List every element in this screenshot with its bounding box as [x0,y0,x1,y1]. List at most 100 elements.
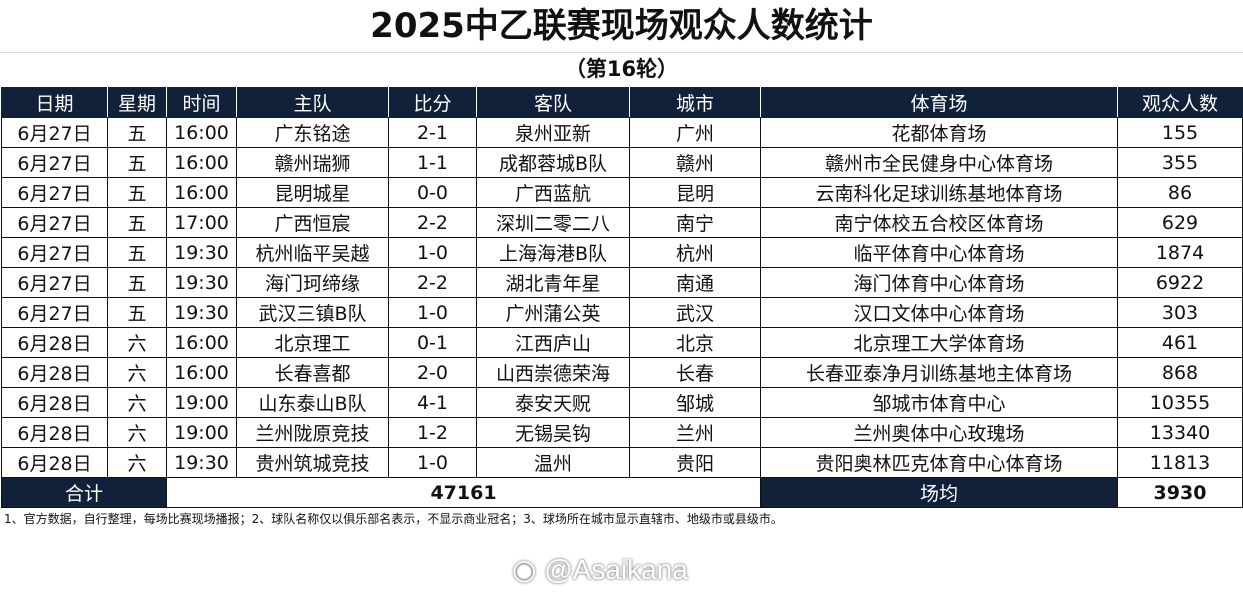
cell-time: 16:00 [166,147,237,178]
header-date: 日期 [1,87,108,118]
cell-home-team: 广东铭途 [236,117,389,148]
cell-attendance: 868 [1117,357,1243,388]
cell-city: 南通 [629,267,761,298]
cell-stadium: 邹城市体育中心 [760,387,1118,418]
watermark: ◉ @Asaikana [512,553,688,586]
cell-weekday: 六 [107,327,167,358]
table-row: 6月27日五 19:30 杭州临平吴越 1-0 上海海港B队 杭州 临平体育中心体育场 187… [1,237,1243,268]
cell-date: 6月28日 [1,387,108,418]
header-away-team: 客队 [476,87,630,118]
cell-attendance: 86 [1117,177,1243,208]
cell-city: 赣州 [629,147,761,178]
page-title: 2025中乙联赛现场观众人数统计 [0,0,1243,53]
cell-attendance: 13340 [1117,417,1243,448]
cell-weekday: 六 [107,417,167,448]
cell-away-team: 上海海港B队 [476,237,630,268]
cell-score: 1-0 [388,297,477,328]
cell-time: 19:00 [166,417,237,448]
cell-home-team: 广西恒宸 [236,207,389,238]
cell-attendance: 1874 [1117,237,1243,268]
cell-city: 兰州 [629,417,761,448]
cell-score: 4-1 [388,387,477,418]
cell-away-team: 泉州亚新 [476,117,630,148]
cell-attendance: 11813 [1117,447,1243,478]
cell-attendance: 303 [1117,297,1243,328]
average-value: 3930 [1117,477,1243,508]
cell-city: 北京 [629,327,761,358]
watermark-text: @Asaikana [544,554,688,585]
cell-city: 邹城 [629,387,761,418]
cell-date: 6月28日 [1,447,108,478]
cell-time: 19:00 [166,387,237,418]
header-attendance: 观众人数 [1117,87,1243,118]
cell-away-team: 湖北青年星 [476,267,630,298]
page-subtitle: （第16轮） [564,57,679,81]
cell-date: 6月28日 [1,357,108,388]
cell-date: 6月27日 [1,297,108,328]
cell-weekday: 六 [107,387,167,418]
cell-stadium: 兰州奥体中心玫瑰场 [760,417,1118,448]
total-label: 合计 [1,477,167,508]
weibo-icon: ◉ [512,554,545,585]
cell-weekday: 五 [107,297,167,328]
cell-score: 2-0 [388,357,477,388]
cell-attendance: 461 [1117,327,1243,358]
cell-date: 6月27日 [1,207,108,238]
table-row: 6月28日六 19:00 兰州陇原竞技 1-2 无锡吴钩 兰州 兰州奥体中心玫瑰场 13340 [1,417,1243,448]
cell-away-team: 广西蓝航 [476,177,630,208]
cell-home-team: 兰州陇原竞技 [236,417,389,448]
cell-stadium: 汉口文体中心体育场 [760,297,1118,328]
cell-city: 昆明 [629,177,761,208]
cell-score: 0-0 [388,177,477,208]
cell-home-team: 昆明城星 [236,177,389,208]
cell-stadium: 临平体育中心体育场 [760,237,1118,268]
header-row: 日期 星期 时间 主队 比分 客队 城市 体育场 观众人数 [1,87,1243,118]
cell-away-team: 温州 [476,447,630,478]
cell-score: 1-1 [388,147,477,178]
cell-weekday: 五 [107,147,167,178]
cell-score: 2-2 [388,267,477,298]
table-row: 6月27日五 17:00 广西恒宸 2-2 深圳二零二八 南宁 南宁体校五合校区体育场 629 [1,207,1243,238]
cell-date: 6月27日 [1,237,108,268]
table-row: 6月28日六 19:30 贵州筑城竞技 1-0 温州 贵阳 贵阳奥林匹克体育中心体育场 118… [1,447,1243,478]
header-stadium: 体育场 [760,87,1118,118]
cell-attendance: 10355 [1117,387,1243,418]
footnote: 1、官方数据，自行整理，每场比赛现场播报；2、球队名称仅以俱乐部名表示，不显示商… [4,512,783,526]
table-row: 6月27日五 16:00 赣州瑞狮 1-1 成都蓉城B队 赣州 赣州市全民健身中心体育场 35… [1,147,1243,178]
header-city: 城市 [629,87,761,118]
cell-weekday: 六 [107,357,167,388]
table-row: 6月27日五 16:00 昆明城星 0-0 广西蓝航 昆明 云南科化足球训练基地体育场 86 [1,177,1243,208]
cell-date: 6月27日 [1,177,108,208]
cell-city: 杭州 [629,237,761,268]
cell-attendance: 6922 [1117,267,1243,298]
cell-time: 16:00 [166,357,237,388]
cell-attendance: 155 [1117,117,1243,148]
cell-city: 贵阳 [629,447,761,478]
cell-time: 17:00 [166,207,237,238]
table-row: 6月27日五 19:30 武汉三镇B队 1-0 广州蒲公英 武汉 汉口文体中心体育场 303 [1,297,1243,328]
cell-home-team: 山东泰山B队 [236,387,389,418]
cell-home-team: 海门珂缔缘 [236,267,389,298]
cell-city: 长春 [629,357,761,388]
cell-home-team: 贵州筑城竞技 [236,447,389,478]
cell-away-team: 泰安天贶 [476,387,630,418]
cell-score: 1-0 [388,237,477,268]
table-row: 6月27日五 16:00 广东铭途 2-1 泉州亚新 广州 花都体育场 155 [1,117,1243,148]
cell-stadium: 海门体育中心体育场 [760,267,1118,298]
cell-time: 16:00 [166,177,237,208]
cell-date: 6月28日 [1,327,108,358]
total-value: 47161 [166,477,761,508]
cell-stadium: 北京理工大学体育场 [760,327,1118,358]
table-row: 6月28日六 19:00 山东泰山B队 4-1 泰安天贶 邹城 邹城市体育中心 10355 [1,387,1243,418]
cell-stadium: 云南科化足球训练基地体育场 [760,177,1118,208]
cell-away-team: 成都蓉城B队 [476,147,630,178]
cell-weekday: 五 [107,117,167,148]
cell-date: 6月27日 [1,147,108,178]
cell-stadium: 贵阳奥林匹克体育中心体育场 [760,447,1118,478]
cell-weekday: 五 [107,177,167,208]
cell-weekday: 五 [107,267,167,298]
cell-away-team: 广州蒲公英 [476,297,630,328]
cell-attendance: 355 [1117,147,1243,178]
average-label: 场均 [760,477,1118,508]
